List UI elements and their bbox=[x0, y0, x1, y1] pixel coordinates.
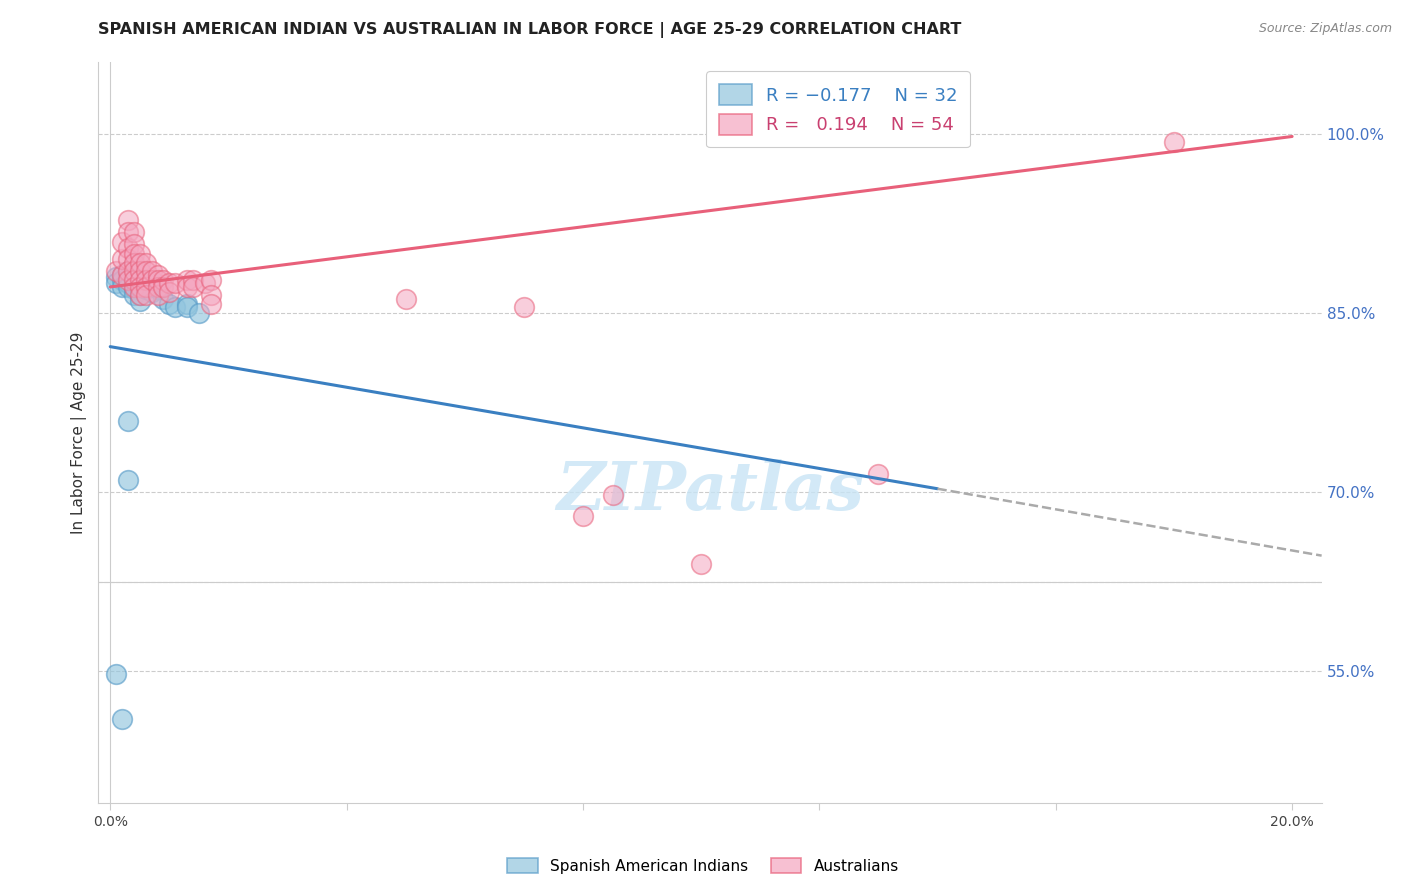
Point bbox=[152, 280, 174, 294]
Point bbox=[135, 277, 157, 291]
Point bbox=[111, 235, 134, 249]
Point bbox=[111, 273, 134, 287]
Point bbox=[513, 300, 536, 314]
Point bbox=[146, 268, 169, 282]
Point bbox=[117, 264, 139, 278]
Point bbox=[117, 280, 139, 294]
Point bbox=[135, 288, 157, 302]
Point bbox=[141, 264, 163, 278]
Point bbox=[176, 296, 198, 310]
Point bbox=[146, 273, 169, 287]
Point bbox=[128, 273, 150, 287]
Point bbox=[117, 225, 139, 239]
Point bbox=[572, 509, 595, 524]
Point bbox=[128, 273, 150, 287]
Point bbox=[117, 241, 139, 255]
Point bbox=[122, 256, 145, 270]
Point bbox=[111, 712, 134, 726]
Point bbox=[135, 264, 157, 278]
Point bbox=[165, 300, 187, 314]
Y-axis label: In Labor Force | Age 25-29: In Labor Force | Age 25-29 bbox=[72, 332, 87, 533]
Point bbox=[157, 285, 180, 299]
Point bbox=[122, 282, 145, 296]
Text: SPANISH AMERICAN INDIAN VS AUSTRALIAN IN LABOR FORCE | AGE 25-29 CORRELATION CHA: SPANISH AMERICAN INDIAN VS AUSTRALIAN IN… bbox=[98, 22, 962, 38]
Point bbox=[128, 264, 150, 278]
Point bbox=[122, 288, 145, 302]
Point bbox=[157, 277, 180, 291]
Point bbox=[157, 296, 180, 310]
Point bbox=[117, 277, 139, 291]
Point bbox=[117, 270, 139, 285]
Point bbox=[152, 273, 174, 287]
Point bbox=[105, 666, 128, 681]
Point bbox=[146, 282, 169, 296]
Point bbox=[117, 252, 139, 267]
Point bbox=[122, 273, 145, 287]
Point bbox=[187, 306, 209, 320]
Point bbox=[146, 280, 169, 294]
Point bbox=[122, 264, 145, 278]
Point bbox=[128, 256, 150, 270]
Text: ZIPatlas: ZIPatlas bbox=[557, 459, 863, 524]
Point bbox=[122, 280, 145, 294]
Point bbox=[181, 280, 204, 294]
Point bbox=[117, 474, 139, 488]
Point bbox=[117, 264, 139, 278]
Point bbox=[141, 285, 163, 299]
Point bbox=[176, 280, 198, 294]
Point bbox=[194, 277, 217, 291]
Point bbox=[1163, 136, 1185, 150]
Point bbox=[117, 213, 139, 227]
Point bbox=[135, 273, 157, 287]
Point bbox=[128, 280, 150, 294]
Point bbox=[128, 246, 150, 260]
Point bbox=[602, 488, 624, 502]
Point bbox=[105, 277, 128, 291]
Point bbox=[200, 296, 222, 310]
Point bbox=[141, 277, 163, 291]
Point bbox=[690, 557, 713, 571]
Point bbox=[868, 467, 890, 482]
Point bbox=[165, 277, 187, 291]
Point bbox=[105, 270, 128, 285]
Text: Source: ZipAtlas.com: Source: ZipAtlas.com bbox=[1258, 22, 1392, 36]
Point bbox=[122, 246, 145, 260]
Point bbox=[200, 273, 222, 287]
Point bbox=[146, 288, 169, 302]
Point bbox=[141, 273, 163, 287]
Point bbox=[111, 268, 134, 282]
Point bbox=[128, 280, 150, 294]
Point bbox=[395, 292, 418, 306]
Point bbox=[181, 273, 204, 287]
Legend: R = −0.177    N = 32, R =   0.194    N = 54: R = −0.177 N = 32, R = 0.194 N = 54 bbox=[706, 71, 970, 147]
Point bbox=[152, 292, 174, 306]
Point bbox=[128, 288, 150, 302]
Point bbox=[128, 294, 150, 309]
Point bbox=[122, 225, 145, 239]
Point bbox=[135, 280, 157, 294]
Point bbox=[176, 300, 198, 314]
Point bbox=[111, 252, 134, 267]
Point bbox=[135, 282, 157, 296]
Point bbox=[122, 236, 145, 251]
Point bbox=[200, 288, 222, 302]
Point bbox=[111, 280, 134, 294]
Point bbox=[122, 273, 145, 287]
Point bbox=[105, 264, 128, 278]
Point bbox=[117, 414, 139, 428]
Legend: Spanish American Indians, Australians: Spanish American Indians, Australians bbox=[501, 852, 905, 880]
Point bbox=[122, 277, 145, 291]
Point bbox=[176, 273, 198, 287]
Point bbox=[117, 273, 139, 287]
Point bbox=[111, 268, 134, 282]
Point bbox=[135, 256, 157, 270]
Point bbox=[128, 288, 150, 302]
